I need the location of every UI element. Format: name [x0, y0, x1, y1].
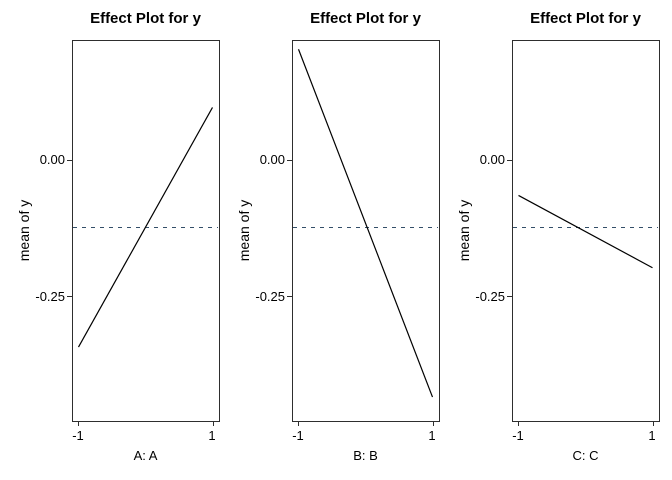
x-tick-label-neg1: -1: [72, 428, 84, 443]
y-tick-label-0: 0.00: [39, 152, 65, 167]
y-tick-label-0: 0.00: [479, 152, 505, 167]
effect-panel-a: Effect Plot for y mean of y 0.00 -0.25 -…: [12, 0, 229, 480]
panel-title: Effect Plot for y: [530, 10, 641, 27]
y-axis-label: mean of y: [456, 199, 472, 262]
y-tick-label-0: 0.00: [259, 152, 285, 167]
panel-title: Effect Plot for y: [90, 10, 201, 27]
panel-border: [72, 40, 220, 422]
effect-line: [297, 49, 434, 398]
x-tick-label-pos1: 1: [648, 428, 656, 443]
panel-title: Effect Plot for y: [310, 10, 421, 27]
effect-panel-b: Effect Plot for y mean of y 0.00 -0.25 -…: [232, 0, 449, 480]
y-tick-label-1: -0.25: [475, 289, 505, 304]
x-axis-label: C: C: [572, 448, 599, 463]
y-tick-label-1: -0.25: [35, 289, 65, 304]
x-tick-label-pos1: 1: [208, 428, 216, 443]
panel-border: [512, 40, 660, 422]
x-axis-label: A: A: [133, 448, 158, 463]
y-axis-label: mean of y: [236, 199, 252, 262]
panel-border: [292, 40, 440, 422]
x-tick-label-neg1: -1: [512, 428, 524, 443]
x-tick-label-neg1: -1: [292, 428, 304, 443]
effect-line: [77, 107, 214, 348]
y-axis-label: mean of y: [16, 199, 32, 262]
y-tick-label-1: -0.25: [255, 289, 285, 304]
x-tick-label-pos1: 1: [428, 428, 436, 443]
effect-panel-c: Effect Plot for y mean of y 0.00 -0.25 -…: [452, 0, 669, 480]
effect-line: [518, 194, 653, 269]
x-axis-label: B: B: [353, 448, 378, 463]
